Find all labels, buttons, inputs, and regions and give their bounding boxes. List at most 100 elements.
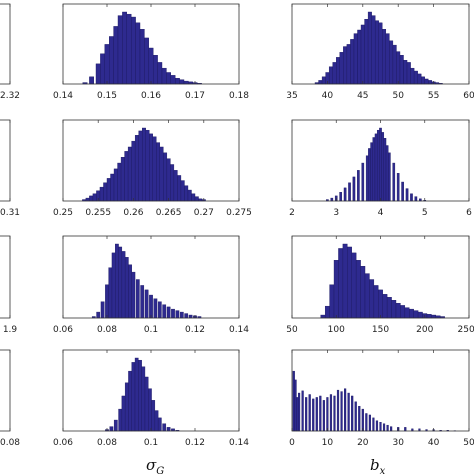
histogram-bar xyxy=(162,423,167,432)
histogram-bar xyxy=(100,53,106,85)
x-tick-label: 3 xyxy=(333,208,339,218)
axes-frame xyxy=(0,349,11,432)
histogram-bar xyxy=(162,304,167,319)
histogram-bar xyxy=(370,142,373,202)
histogram-bar xyxy=(135,279,140,319)
histogram-bar xyxy=(392,162,396,202)
histogram-bar xyxy=(148,388,152,432)
histogram-bar xyxy=(151,400,156,432)
histogram-bar xyxy=(138,130,143,202)
histogram-bar xyxy=(318,80,323,85)
histogram-bar xyxy=(392,44,397,85)
xlabel-b-x: bx xyxy=(370,456,386,474)
histogram-bar xyxy=(338,248,344,319)
histogram-bar xyxy=(85,197,90,202)
histogram-bar xyxy=(330,197,334,202)
histogram-bar xyxy=(369,279,375,319)
x-tick-label: 0.265 xyxy=(156,208,182,218)
histogram-bar xyxy=(353,33,358,85)
histogram-bar xyxy=(339,192,342,202)
histogram-bar xyxy=(130,16,136,85)
x-tick-label: 0.255 xyxy=(85,208,111,218)
histogram-bar xyxy=(156,142,160,202)
x-tick-label: 50 xyxy=(286,325,298,335)
histogram-panel-3-1: 1.9 xyxy=(0,235,17,335)
histogram-bar xyxy=(312,398,315,432)
histogram-bar xyxy=(152,136,157,202)
histogram-bar xyxy=(184,185,189,202)
histogram-bar xyxy=(342,243,348,319)
histogram-bar xyxy=(347,392,350,432)
histogram-bar xyxy=(340,391,343,432)
histogram-bar xyxy=(154,410,159,432)
histogram-bar xyxy=(382,29,387,85)
histogram-bar xyxy=(124,257,129,319)
histogram-bar xyxy=(128,264,132,319)
histogram-bar xyxy=(117,162,122,202)
histogram-bar xyxy=(351,252,357,319)
x-tick-label: 0.1 xyxy=(144,325,158,335)
histogram-bar xyxy=(110,173,115,202)
histogram-bar xyxy=(131,140,136,202)
histogram-bar xyxy=(292,370,295,432)
histogram-bar xyxy=(379,127,382,202)
histogram-bar xyxy=(131,362,136,432)
histogram-bar xyxy=(347,246,352,319)
histogram-bar xyxy=(375,420,379,432)
x-tick-label: 2 xyxy=(289,208,295,218)
histogram-bar xyxy=(118,246,123,319)
histogram-panel-2-2: 0.25 0.255 0.26 0.265 0.27 0.275 xyxy=(53,119,252,218)
axes-frame xyxy=(291,3,470,85)
histogram-bar xyxy=(187,189,192,202)
histogram-bar xyxy=(139,29,145,85)
x-tick-label: 0.08 xyxy=(0,438,20,448)
x-tick-label: 0.06 xyxy=(53,325,73,335)
x-tick-label: 0.08 xyxy=(97,438,117,448)
histogram-bar xyxy=(409,308,414,319)
x-tick-label: 10 xyxy=(322,438,334,448)
histogram-bar xyxy=(378,22,383,85)
histogram-bar xyxy=(326,397,329,432)
histogram-bar xyxy=(159,146,164,202)
histogram-bar xyxy=(183,80,189,85)
histogram-panel-2-1: 0.31 xyxy=(0,119,20,218)
histogram-bar xyxy=(191,193,196,202)
histogram-bar xyxy=(121,395,126,432)
x-tick-label: 0.12 xyxy=(185,325,205,335)
histogram-bar xyxy=(406,62,411,85)
histogram-bar xyxy=(144,376,149,432)
histogram-bar xyxy=(357,29,362,85)
histogram-bar xyxy=(135,22,141,85)
histogram-bar xyxy=(149,294,153,319)
histogram-bar xyxy=(319,395,322,432)
histogram-bar xyxy=(103,182,108,202)
histogram-bar xyxy=(332,62,337,85)
histogram-bar xyxy=(113,26,119,85)
histogram-bar xyxy=(400,305,406,319)
histogram-bar xyxy=(390,426,393,432)
histogram-bar xyxy=(153,298,158,319)
histogram-bar xyxy=(122,11,128,85)
histogram-bar xyxy=(179,311,184,319)
histogram-bar xyxy=(364,273,370,319)
histogram-bar xyxy=(111,252,116,319)
x-tick-label: 40 xyxy=(428,438,440,448)
histogram-bar xyxy=(108,267,113,319)
histogram-bar xyxy=(175,310,180,319)
histogram-bar xyxy=(333,395,336,432)
histogram-bar xyxy=(124,382,129,432)
x-tick-label: 0.14 xyxy=(229,438,249,448)
histogram-bar xyxy=(100,301,105,319)
histogram-bar xyxy=(188,314,193,319)
histogram-bar xyxy=(89,195,94,202)
axes-frame xyxy=(62,119,240,202)
histogram-bar xyxy=(305,397,308,432)
histogram-bar xyxy=(396,173,400,202)
histogram-bar xyxy=(385,145,389,202)
x-tick-label: 4 xyxy=(378,208,384,218)
histogram-bar xyxy=(403,60,408,85)
histogram-bar xyxy=(383,138,387,202)
histogram-bar xyxy=(382,423,386,432)
histogram-panel-4-3: 0 10 20 30 40 50 xyxy=(289,349,474,448)
x-tick-label: 0.1 xyxy=(144,438,158,448)
